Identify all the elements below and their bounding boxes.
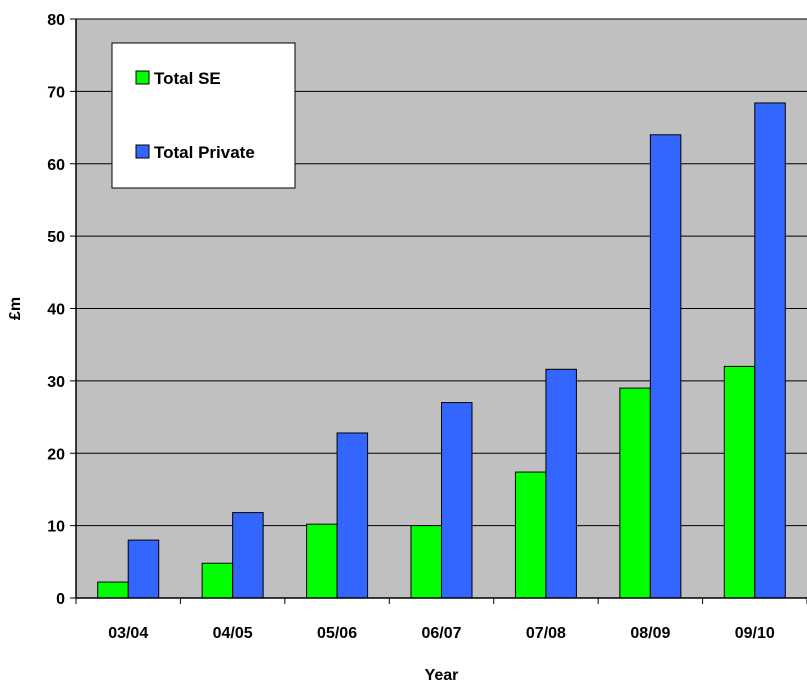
y-tick-label: 20: [47, 446, 65, 463]
bar-total-private: [649, 134, 682, 599]
y-tick-label: 70: [47, 84, 65, 101]
bar-total-se: [97, 581, 129, 599]
bar-total-se: [619, 387, 651, 599]
y-tick-label: 30: [47, 374, 65, 391]
x-tick-label: 04/05: [213, 625, 253, 642]
x-tick-label: 06/07: [421, 625, 461, 642]
bar-total-private: [754, 102, 786, 599]
bar-total-private: [232, 512, 264, 599]
legend-label: Total Private: [154, 143, 255, 162]
bar-total-se: [306, 523, 338, 599]
legend: Total SE Total Private: [111, 42, 296, 189]
bar-total-se: [723, 365, 756, 599]
bar-total-se: [201, 562, 234, 599]
bar-total-se: [514, 471, 547, 599]
axes: [70, 18, 807, 604]
bar-total-private: [441, 402, 473, 599]
bar-total-private: [127, 539, 160, 599]
y-tick-label: 10: [47, 519, 65, 536]
legend-box: [111, 42, 296, 189]
bar-total-private: [545, 368, 577, 599]
legend-swatch: [135, 144, 150, 159]
y-tick-label: 80: [47, 12, 65, 29]
x-tick-label: 09/10: [735, 625, 775, 642]
y-tick-label: 0: [56, 591, 65, 608]
y-tick-label: 40: [47, 302, 65, 319]
y-tick-label: 50: [47, 229, 65, 246]
x-tick-label: 08/09: [630, 625, 670, 642]
x-axis-title: Year: [425, 667, 459, 682]
legend-swatch: [135, 70, 150, 85]
bar-total-se: [410, 525, 442, 599]
x-tick-label: 05/06: [317, 625, 357, 642]
x-tick-label: 07/08: [526, 625, 566, 642]
y-axis-title: £m: [7, 297, 24, 320]
x-tick-label: 03/04: [108, 625, 148, 642]
x-tick-labels: 03/04 04/05 05/06 06/07 07/08 08/09 09/10: [108, 625, 775, 642]
bar-total-private: [336, 432, 369, 599]
bars: [97, 102, 786, 599]
y-tick-label: 60: [47, 157, 65, 174]
legend-label: Total SE: [154, 69, 221, 88]
y-tick-labels: 0 10 20 30 40 50 60 70 80: [47, 12, 65, 608]
